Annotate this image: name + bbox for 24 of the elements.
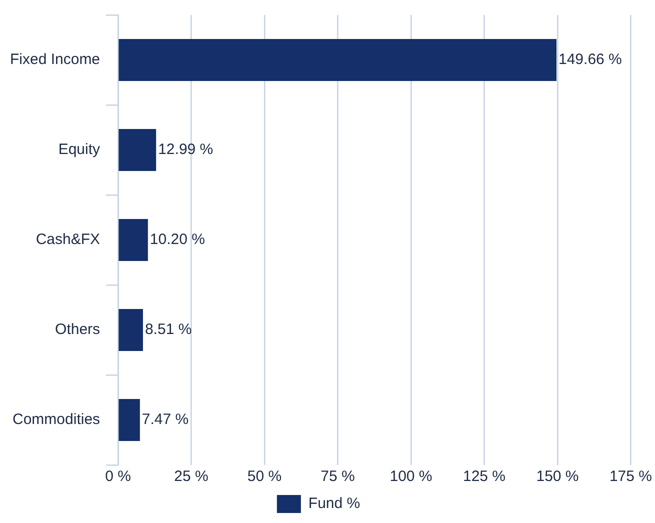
data-label: 149.66 % xyxy=(558,51,622,68)
legend-label: Fund % xyxy=(308,495,360,512)
data-label: 10.20 % xyxy=(150,231,205,248)
x-tick-label: 125 % xyxy=(462,468,506,486)
data-label: 12.99 % xyxy=(158,141,214,158)
bar xyxy=(118,398,140,442)
x-tick-label: 50 % xyxy=(247,468,282,486)
x-tick-label: 0 % xyxy=(105,468,131,486)
bar xyxy=(118,38,556,82)
y-tick-label: Commodities xyxy=(12,411,100,428)
bar xyxy=(118,128,156,172)
x-tick-label: 25 % xyxy=(174,468,208,486)
bar xyxy=(118,308,143,352)
y-tick-label: Others xyxy=(55,321,100,338)
data-label: 7.47 % xyxy=(142,411,189,428)
x-tick-label: 100 % xyxy=(390,468,432,486)
y-tick-label: Equity xyxy=(58,141,101,158)
x-tick-label: 75 % xyxy=(320,468,355,486)
x-tick-label: 150 % xyxy=(536,468,579,486)
x-tick-label: 175 % xyxy=(609,468,652,486)
y-tick-label: Fixed Income xyxy=(10,51,100,68)
bar xyxy=(118,218,148,262)
data-label: 8.51 % xyxy=(144,321,192,338)
y-tick-label: Cash&FX xyxy=(36,231,100,248)
